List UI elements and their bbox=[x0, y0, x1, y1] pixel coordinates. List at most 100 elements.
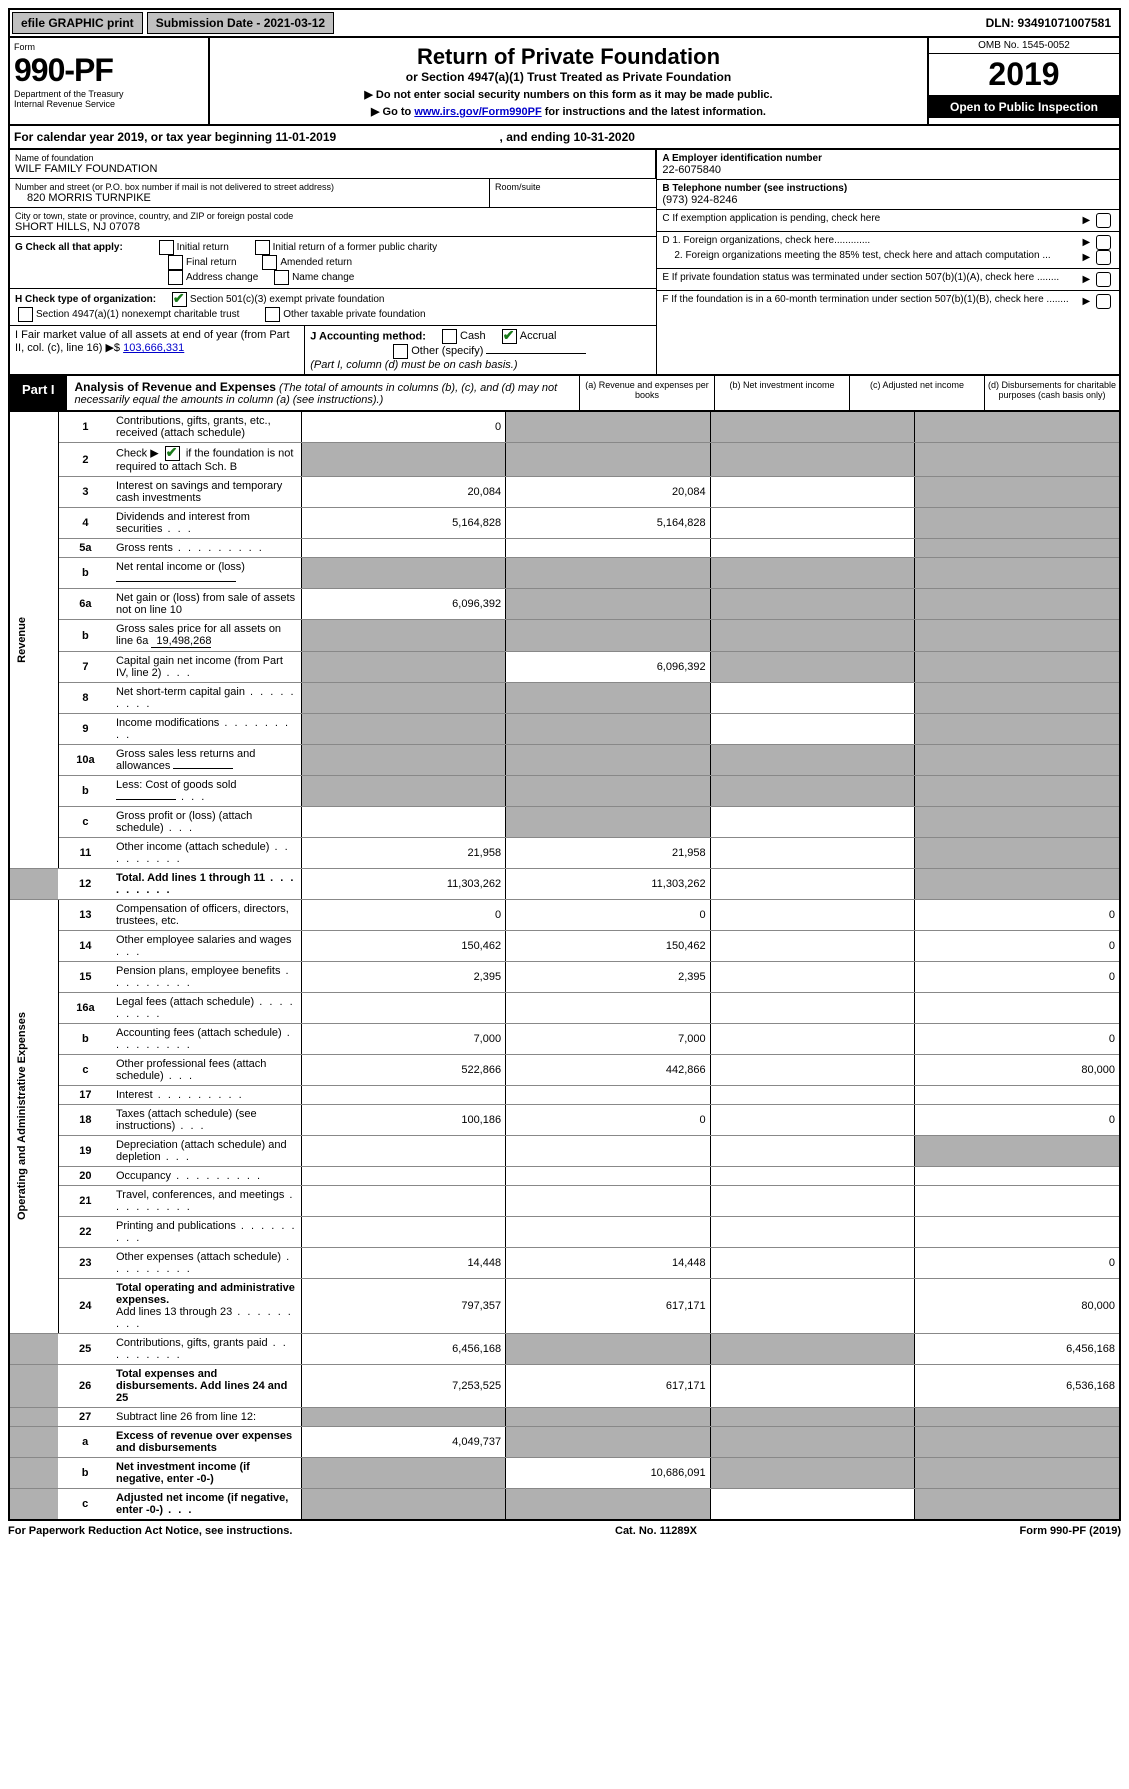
line26-desc: Total expenses and disbursements. Add li… bbox=[112, 1365, 301, 1408]
cal-mid: , and ending bbox=[500, 130, 574, 144]
footer-left: For Paperwork Reduction Act Notice, see … bbox=[8, 1525, 292, 1537]
row-17: 17 Interest bbox=[9, 1086, 1120, 1105]
cal-begin: 11-01-2019 bbox=[275, 130, 336, 144]
line27-desc: Subtract line 26 from line 12: bbox=[112, 1408, 301, 1427]
line23-d: 0 bbox=[915, 1248, 1120, 1279]
col-a-head: (a) Revenue and expenses per books bbox=[579, 376, 714, 410]
line26-d: 6,536,168 bbox=[915, 1365, 1120, 1408]
g-opt-0: Initial return bbox=[177, 242, 229, 253]
address-value: 820 MORRIS TURNPIKE bbox=[15, 192, 484, 204]
submission-date-button[interactable]: Submission Date - 2021-03-12 bbox=[147, 12, 334, 34]
other-taxable-checkbox[interactable] bbox=[265, 307, 280, 322]
line14-d: 0 bbox=[915, 931, 1120, 962]
e-label: E If private foundation status was termi… bbox=[662, 272, 1082, 287]
d1-checkbox[interactable] bbox=[1096, 235, 1111, 250]
line23-b: 14,448 bbox=[506, 1248, 711, 1279]
line5b-desc: Net rental income or (loss) bbox=[112, 558, 301, 589]
address-label: Number and street (or P.O. box number if… bbox=[15, 182, 484, 192]
line26-b: 617,171 bbox=[506, 1365, 711, 1408]
phone-cell: B Telephone number (see instructions) (9… bbox=[657, 180, 1119, 210]
initial-return-former-checkbox[interactable] bbox=[255, 240, 270, 255]
f-checkbox[interactable] bbox=[1096, 294, 1111, 309]
line14-a: 150,462 bbox=[301, 931, 506, 962]
d2-label: 2. Foreign organizations meeting the 85%… bbox=[662, 250, 1082, 265]
row-21: 21 Travel, conferences, and meetings bbox=[9, 1186, 1120, 1217]
ein-cell: A Employer identification number 22-6075… bbox=[657, 150, 1119, 180]
line18-desc: Taxes (attach schedule) (see instruction… bbox=[112, 1105, 301, 1136]
cal-end: 10-31-2020 bbox=[574, 130, 635, 144]
row-23: 23 Other expenses (attach schedule) 14,4… bbox=[9, 1248, 1120, 1279]
part1-table: Revenue 1 Contributions, gifts, grants, … bbox=[8, 412, 1121, 1521]
line23-a: 14,448 bbox=[301, 1248, 506, 1279]
d-cell: D 1. Foreign organizations, check here..… bbox=[657, 232, 1119, 269]
row-27: 27 Subtract line 26 from line 12: bbox=[9, 1408, 1120, 1427]
other-method-checkbox[interactable] bbox=[393, 344, 408, 359]
name-change-checkbox[interactable] bbox=[274, 270, 289, 285]
j-label: J Accounting method: bbox=[310, 330, 426, 342]
section-g: G Check all that apply: Initial return I… bbox=[10, 237, 656, 289]
c-cell: C If exemption application is pending, c… bbox=[657, 210, 1119, 232]
part1-title: Analysis of Revenue and Expenses bbox=[75, 380, 276, 394]
j-note: (Part I, column (d) must be on cash basi… bbox=[310, 359, 517, 371]
cash-checkbox[interactable] bbox=[442, 329, 457, 344]
line14-b: 150,462 bbox=[506, 931, 711, 962]
line5a-desc: Gross rents bbox=[112, 539, 301, 558]
line1-a: 0 bbox=[301, 412, 506, 443]
amended-return-checkbox[interactable] bbox=[262, 255, 277, 270]
row-25: 25 Contributions, gifts, grants paid 6,4… bbox=[9, 1334, 1120, 1365]
row-5a: 5a Gross rents bbox=[9, 539, 1120, 558]
efile-button[interactable]: efile GRAPHIC print bbox=[12, 12, 143, 34]
row-16c: c Other professional fees (attach schedu… bbox=[9, 1055, 1120, 1086]
row-16b: b Accounting fees (attach schedule) 7,00… bbox=[9, 1024, 1120, 1055]
line12-b: 11,303,262 bbox=[506, 869, 711, 900]
line16a-desc: Legal fees (attach schedule) bbox=[112, 993, 301, 1024]
h-opt-1: Section 501(c)(3) exempt private foundat… bbox=[190, 294, 385, 305]
line19-desc: Depreciation (attach schedule) and deple… bbox=[112, 1136, 301, 1167]
row-27c: c Adjusted net income (if negative, ente… bbox=[9, 1489, 1120, 1521]
4947a1-checkbox[interactable] bbox=[18, 307, 33, 322]
row-10c: c Gross profit or (loss) (attach schedul… bbox=[9, 807, 1120, 838]
dln-label: DLN: 93491071007581 bbox=[978, 13, 1119, 33]
row-20: 20 Occupancy bbox=[9, 1167, 1120, 1186]
page-footer: For Paperwork Reduction Act Notice, see … bbox=[8, 1521, 1121, 1537]
row-7: 7 Capital gain net income (from Part IV,… bbox=[9, 652, 1120, 683]
form-id-block: Form 990-PF Department of the Treasury I… bbox=[10, 38, 210, 124]
omb-number: OMB No. 1545-0052 bbox=[929, 38, 1119, 54]
initial-return-checkbox[interactable] bbox=[159, 240, 174, 255]
final-return-checkbox[interactable] bbox=[168, 255, 183, 270]
row-6b: b Gross sales price for all assets on li… bbox=[9, 620, 1120, 652]
address-change-checkbox[interactable] bbox=[168, 270, 183, 285]
g-opt-1: Initial return of a former public charit… bbox=[273, 242, 438, 253]
e-checkbox[interactable] bbox=[1096, 272, 1111, 287]
line27c-desc: Adjusted net income (if negative, enter … bbox=[112, 1489, 301, 1521]
foundation-name-label: Name of foundation bbox=[15, 153, 650, 163]
form-instr-1: ▶ Do not enter social security numbers o… bbox=[220, 88, 917, 101]
line11-desc: Other income (attach schedule) bbox=[112, 838, 301, 869]
form-subtitle: or Section 4947(a)(1) Trust Treated as P… bbox=[220, 70, 917, 84]
row-9: 9 Income modifications bbox=[9, 714, 1120, 745]
line16b-a: 7,000 bbox=[301, 1024, 506, 1055]
line21-desc: Travel, conferences, and meetings bbox=[112, 1186, 301, 1217]
line16c-a: 522,866 bbox=[301, 1055, 506, 1086]
schb-checkbox[interactable] bbox=[165, 446, 180, 461]
line10c-desc: Gross profit or (loss) (attach schedule) bbox=[112, 807, 301, 838]
row-24: 24 Total operating and administrative ex… bbox=[9, 1279, 1120, 1334]
accrual-checkbox[interactable] bbox=[502, 329, 517, 344]
row-5b: b Net rental income or (loss) bbox=[9, 558, 1120, 589]
row-15: 15 Pension plans, employee benefits 2,39… bbox=[9, 962, 1120, 993]
line7-b: 6,096,392 bbox=[506, 652, 711, 683]
c-checkbox[interactable] bbox=[1096, 213, 1111, 228]
foundation-name: WILF FAMILY FOUNDATION bbox=[15, 163, 650, 175]
form-header: Form 990-PF Department of the Treasury I… bbox=[8, 38, 1121, 126]
line10b-desc: Less: Cost of goods sold bbox=[112, 776, 301, 807]
501c3-checkbox[interactable] bbox=[172, 292, 187, 307]
row-3: 3 Interest on savings and temporary cash… bbox=[9, 477, 1120, 508]
line18-b: 0 bbox=[506, 1105, 711, 1136]
irs-label: Internal Revenue Service bbox=[14, 99, 204, 109]
d2-checkbox[interactable] bbox=[1096, 250, 1111, 265]
col-c-head: (c) Adjusted net income bbox=[849, 376, 984, 410]
form990pf-link[interactable]: www.irs.gov/Form990PF bbox=[414, 106, 541, 118]
expenses-side-label: Operating and Administrative Expenses bbox=[9, 900, 58, 1334]
part1-title-cell: Analysis of Revenue and Expenses (The to… bbox=[67, 376, 579, 410]
line3-b: 20,084 bbox=[506, 477, 711, 508]
